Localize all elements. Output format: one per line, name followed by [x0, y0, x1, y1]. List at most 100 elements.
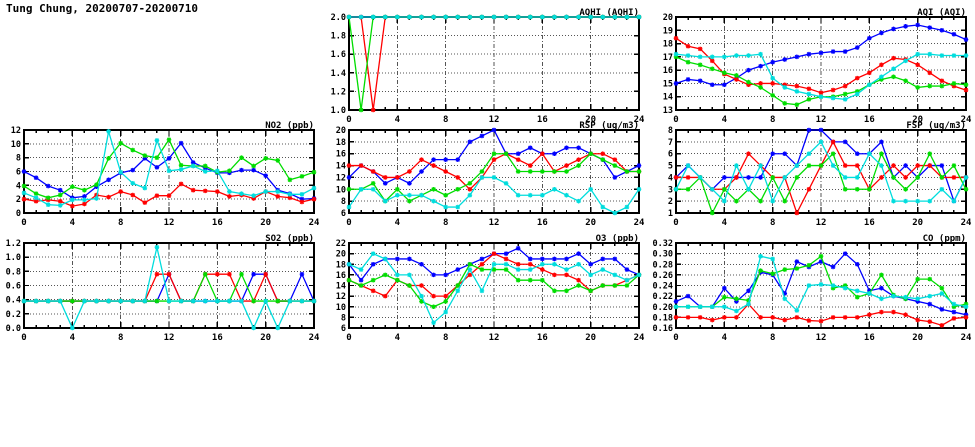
data-point-marker: [734, 73, 739, 78]
data-point-marker: [915, 276, 920, 282]
data-point-marker: [830, 283, 836, 288]
y-tick-label: 4: [16, 181, 21, 191]
data-point-marker: [939, 163, 945, 168]
data-point-marker: [275, 194, 281, 199]
data-point-marker: [903, 163, 908, 168]
data-point-marker: [818, 163, 824, 168]
data-point-marker: [166, 298, 172, 304]
data-point-marker: [891, 66, 896, 72]
data-point-marker: [746, 186, 751, 192]
data-point-marker: [746, 67, 751, 73]
y-tick-label: 4: [668, 173, 673, 183]
data-point-marker: [746, 175, 751, 180]
data-point-marker: [311, 169, 317, 175]
data-point-marker: [782, 317, 788, 323]
data-point-marker: [33, 191, 39, 196]
data-point-marker: [564, 14, 569, 20]
panel-title: O3 (ppb): [596, 234, 639, 244]
data-point-marker: [564, 256, 569, 262]
data-point-marker: [33, 298, 39, 304]
data-point-marker: [527, 261, 533, 267]
data-point-marker: [407, 192, 412, 198]
data-point-marker: [600, 267, 606, 272]
data-point-marker: [915, 198, 920, 204]
x-tick-label: 16: [212, 218, 223, 228]
data-point-marker: [951, 53, 957, 58]
data-point-marker: [879, 77, 884, 82]
data-point-marker: [770, 75, 775, 81]
x-tick-label: 20: [585, 115, 596, 125]
data-point-marker: [588, 261, 593, 267]
data-point-marker: [927, 276, 933, 282]
data-point-marker: [685, 163, 691, 168]
data-point-marker: [503, 256, 509, 262]
data-point-marker: [443, 293, 448, 299]
data-point-marker: [734, 315, 739, 320]
data-point-marker: [527, 277, 533, 283]
data-point-marker: [612, 283, 618, 288]
data-point-marker: [782, 101, 788, 106]
data-point-marker: [879, 272, 884, 278]
data-point-marker: [576, 251, 581, 256]
x-tick-label: 16: [864, 333, 875, 343]
data-point-marker: [540, 151, 545, 157]
data-point-marker: [818, 253, 824, 259]
data-point-marker: [722, 294, 727, 300]
data-point-marker: [734, 77, 739, 82]
data-point-marker: [951, 198, 957, 204]
y-tick-label: 1.4: [331, 69, 346, 79]
data-point-marker: [552, 256, 557, 262]
data-point-marker: [515, 169, 521, 174]
x-tick-label: 24: [634, 333, 645, 343]
data-point-marker: [879, 296, 884, 302]
data-point-marker: [419, 283, 424, 288]
data-point-marker: [455, 14, 461, 20]
data-point-marker: [879, 309, 884, 315]
data-point-marker: [190, 187, 196, 193]
data-point-marker: [830, 139, 836, 145]
y-tick-label: 2.0: [331, 13, 346, 23]
data-point-marker: [746, 288, 751, 294]
data-point-marker: [370, 107, 376, 113]
data-point-marker: [202, 298, 208, 304]
data-point-marker: [382, 181, 388, 186]
data-point-marker: [166, 193, 172, 199]
data-point-marker: [154, 193, 160, 199]
y-tick-label: 0.8: [6, 267, 21, 277]
data-point-marker: [673, 315, 679, 320]
data-point-marker: [358, 267, 364, 272]
data-point-marker: [818, 90, 824, 96]
data-point-marker: [251, 167, 256, 173]
data-point-marker: [794, 308, 800, 313]
data-point-marker: [697, 54, 703, 60]
data-point-marker: [467, 14, 473, 20]
data-point-marker: [142, 156, 148, 161]
data-point-marker: [358, 163, 364, 168]
data-point-marker: [479, 261, 485, 267]
data-point-marker: [57, 298, 63, 304]
x-tick-label: 8: [770, 333, 775, 343]
data-point-marker: [431, 304, 436, 310]
data-point-marker: [395, 277, 400, 283]
data-point-marker: [612, 163, 618, 168]
data-point-marker: [370, 169, 376, 174]
data-point-marker: [154, 244, 160, 250]
chart-panel-no2: 0 2 4 6 8 10 12 0 4 8 12 16 20 24 NO2 (ppb): [0, 120, 320, 233]
data-point-marker: [419, 261, 424, 267]
data-point-marker: [370, 14, 376, 20]
data-point-marker: [782, 57, 788, 62]
data-point-marker: [382, 256, 388, 262]
data-point-marker: [722, 198, 727, 204]
data-point-marker: [818, 50, 824, 56]
data-point-marker: [939, 285, 945, 291]
data-point-marker: [806, 151, 812, 157]
data-point-marker: [527, 256, 533, 262]
data-point-marker: [842, 251, 848, 256]
data-point-marker: [382, 293, 388, 299]
data-point-marker: [407, 14, 412, 20]
y-tick-label: 1: [668, 209, 673, 219]
data-point-marker: [891, 198, 896, 204]
data-point-marker: [287, 192, 293, 197]
data-point-marker: [431, 157, 436, 162]
data-point-marker: [70, 203, 75, 209]
